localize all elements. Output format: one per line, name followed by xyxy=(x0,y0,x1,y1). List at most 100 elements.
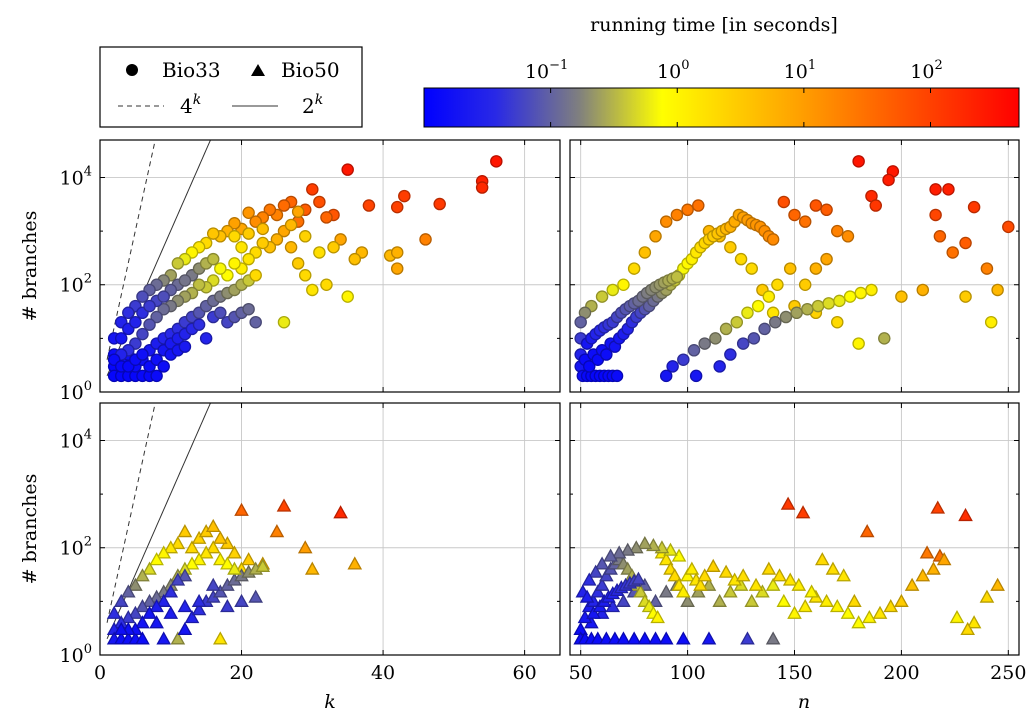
data-point xyxy=(242,227,255,240)
data-point xyxy=(872,605,888,619)
data-point xyxy=(676,584,691,598)
x-tick-label: 200 xyxy=(883,662,919,684)
data-point xyxy=(234,502,249,516)
y-tick-label: 100 xyxy=(60,379,92,404)
data-point xyxy=(836,568,851,582)
data-point xyxy=(882,173,895,187)
data-point xyxy=(595,290,609,303)
data-point xyxy=(801,302,814,316)
data-point xyxy=(677,353,690,366)
data-point xyxy=(298,230,312,243)
data-point xyxy=(142,605,157,619)
data-point xyxy=(284,218,298,232)
x-tick-label: 50 xyxy=(569,662,593,684)
data-point xyxy=(150,310,163,324)
data-point xyxy=(637,631,653,645)
data-point xyxy=(606,283,620,297)
data-point xyxy=(616,593,631,607)
data-point xyxy=(192,318,206,331)
data-point xyxy=(220,599,235,613)
data-point xyxy=(755,584,770,598)
data-point xyxy=(833,294,846,308)
data-point xyxy=(814,552,830,566)
data-point xyxy=(659,369,673,383)
data-point xyxy=(213,631,228,645)
data-point xyxy=(128,577,143,591)
data-point xyxy=(869,199,883,212)
data-point xyxy=(724,241,737,254)
x-tick-label: 100 xyxy=(669,662,705,684)
x-tick-label: 250 xyxy=(990,662,1026,684)
data-point xyxy=(113,593,129,607)
data-point xyxy=(649,230,662,243)
data-point xyxy=(143,299,156,313)
data-point xyxy=(129,315,142,329)
data-point xyxy=(990,577,1005,591)
data-point xyxy=(263,203,277,217)
data-point xyxy=(895,290,908,303)
colorbar-tick-label: 102 xyxy=(910,58,942,83)
data-point xyxy=(666,360,679,373)
data-point xyxy=(648,593,663,607)
ylabel-bottom: # branches xyxy=(19,474,41,585)
data-point xyxy=(670,270,684,284)
data-point xyxy=(136,290,149,303)
data-point xyxy=(790,306,803,320)
data-point xyxy=(156,631,171,645)
data-point xyxy=(723,584,738,598)
data-point xyxy=(831,315,844,329)
data-point xyxy=(594,605,610,619)
data-point xyxy=(783,262,797,275)
data-point xyxy=(106,605,122,619)
data-point xyxy=(854,286,868,300)
y-tick-label: 104 xyxy=(60,427,92,452)
data-point xyxy=(959,236,972,250)
data-point xyxy=(916,283,930,297)
data-point xyxy=(234,593,249,607)
data-point xyxy=(811,299,825,313)
points-bottom-left xyxy=(106,498,363,645)
data-point xyxy=(681,203,694,217)
data-point xyxy=(334,233,347,246)
data-point xyxy=(192,278,206,291)
data-point xyxy=(390,262,404,275)
data-point xyxy=(114,332,128,345)
data-point xyxy=(829,599,845,613)
data-point xyxy=(581,572,597,586)
legend-marker-bio33 xyxy=(126,64,138,76)
data-point xyxy=(206,252,220,266)
data-point xyxy=(157,360,170,373)
data-point xyxy=(121,584,136,598)
data-point xyxy=(398,189,411,203)
data-point xyxy=(862,609,877,624)
data-point xyxy=(171,257,185,270)
data-point xyxy=(327,241,340,254)
data-point xyxy=(658,552,674,566)
data-point xyxy=(658,584,674,598)
data-point xyxy=(966,615,982,629)
data-point xyxy=(214,262,227,275)
colorbar: running time [in seconds] 10−1 100 101 102 xyxy=(423,14,1020,128)
data-point xyxy=(865,283,878,297)
data-point xyxy=(797,599,813,613)
data-point xyxy=(256,236,270,250)
data-point xyxy=(213,584,228,598)
data-point xyxy=(926,561,941,575)
data-point xyxy=(242,206,255,219)
data-point xyxy=(136,348,149,361)
data-point xyxy=(740,631,755,645)
data-point xyxy=(227,561,242,575)
data-point xyxy=(809,199,823,212)
data-point xyxy=(149,599,164,613)
y-tick-label: 102 xyxy=(60,535,92,560)
data-point xyxy=(594,556,610,570)
data-point xyxy=(135,568,150,582)
data-point xyxy=(851,615,866,629)
data-point xyxy=(709,332,722,345)
data-point xyxy=(967,200,981,214)
data-point xyxy=(748,577,764,591)
data-point xyxy=(582,360,596,373)
data-point xyxy=(305,561,320,575)
data-point xyxy=(670,208,684,222)
data-point xyxy=(256,222,270,236)
